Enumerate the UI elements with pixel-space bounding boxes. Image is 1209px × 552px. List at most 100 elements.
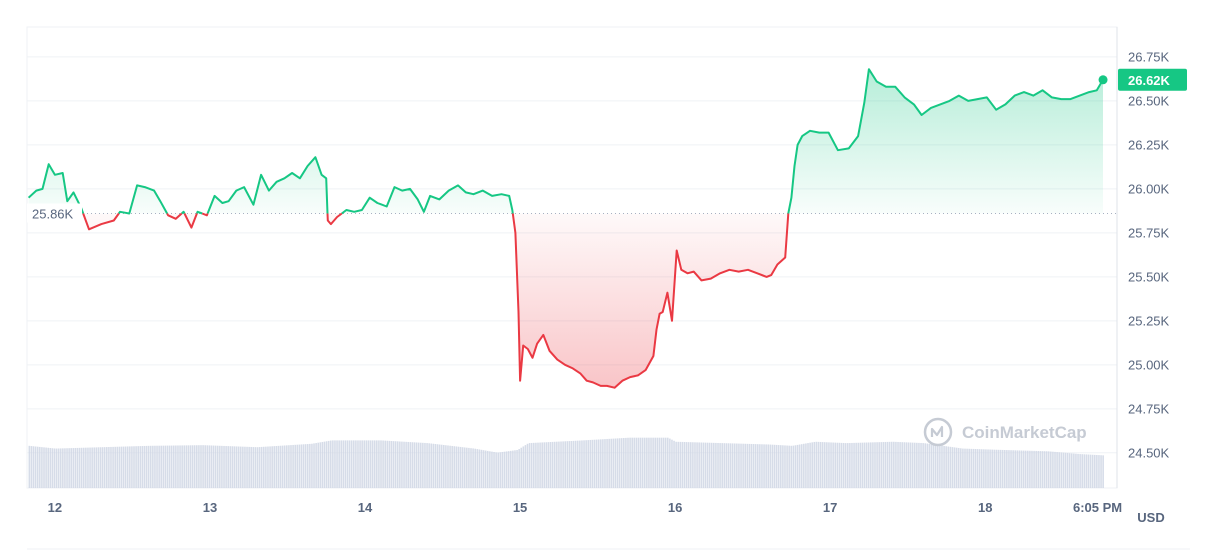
- volume-bar: [928, 443, 931, 488]
- volume-bar: [242, 446, 244, 488]
- volume-bar: [911, 442, 914, 488]
- volume-bar: [656, 437, 659, 488]
- volume-bar: [72, 448, 75, 488]
- volume-bar: [413, 442, 416, 488]
- volume-bar: [455, 446, 458, 488]
- volume-bar: [419, 442, 422, 488]
- volume-bar: [265, 446, 267, 488]
- volume-bar: [1052, 451, 1054, 488]
- volume-bar: [359, 440, 361, 488]
- volume-bar: [468, 447, 470, 488]
- volume-bar: [254, 447, 257, 488]
- volume-bar: [740, 443, 742, 488]
- volume-bar: [187, 445, 190, 488]
- volume-bar: [1091, 454, 1094, 488]
- volume-bar: [999, 449, 1002, 488]
- volume-bar: [685, 442, 688, 488]
- up-line: [341, 184, 514, 215]
- volume-bar: [865, 442, 868, 488]
- volume-bar: [434, 444, 437, 488]
- volume-bar: [872, 442, 874, 488]
- volume-bar: [905, 442, 908, 488]
- up-line: [181, 210, 186, 215]
- volume-bar: [535, 442, 537, 488]
- volume-bar: [158, 445, 160, 488]
- volume-bar: [779, 445, 782, 488]
- volume-bar: [411, 442, 414, 488]
- volume-bar: [570, 440, 573, 488]
- volume-bar: [796, 444, 799, 488]
- volume-bar: [675, 441, 677, 488]
- volume-bar: [589, 439, 592, 488]
- volume-bar: [55, 448, 58, 488]
- volume-bar: [775, 444, 778, 488]
- volume-bar: [1066, 452, 1069, 488]
- volume-bar: [361, 440, 363, 488]
- volume-bar: [637, 437, 640, 488]
- volume-bar: [438, 444, 441, 488]
- volume-bar: [457, 446, 460, 488]
- y-tick-label: 24.50K: [1128, 445, 1170, 460]
- volume-bar: [744, 443, 747, 488]
- volume-bar: [269, 446, 271, 488]
- volume-bar: [666, 437, 669, 488]
- volume-bar: [880, 442, 883, 488]
- volume-bar: [392, 441, 395, 488]
- volume-bar: [449, 445, 451, 488]
- volume-bar: [478, 449, 481, 488]
- volume-bar: [583, 440, 585, 488]
- volume-bar: [206, 445, 209, 488]
- volume-bar: [208, 445, 211, 488]
- down-line: [183, 213, 198, 229]
- volume-bar: [1045, 451, 1048, 488]
- volume-bar: [832, 442, 834, 488]
- volume-bar: [453, 446, 456, 488]
- y-tick-label: 25.00K: [1128, 357, 1170, 372]
- volume-bar: [62, 448, 64, 488]
- volume-bar: [890, 441, 893, 488]
- volume-bar: [719, 443, 721, 488]
- volume-bar: [34, 446, 37, 488]
- volume-bar: [447, 445, 449, 488]
- volume-bar: [1083, 454, 1086, 488]
- volume-bar: [82, 447, 85, 488]
- volume-bar: [112, 446, 114, 488]
- volume-bar: [342, 440, 345, 488]
- volume-bar: [526, 443, 529, 488]
- volume-bar: [591, 439, 594, 488]
- volume-bar: [390, 440, 393, 488]
- volume-bar: [154, 445, 156, 488]
- volume-bar: [501, 451, 504, 488]
- volume-bar: [336, 440, 338, 488]
- volume-bar: [1093, 454, 1096, 488]
- volume-bar: [652, 437, 654, 488]
- volume-bar: [76, 447, 79, 488]
- volume-bar: [70, 448, 73, 488]
- volume-bar: [662, 437, 665, 488]
- volume-bar: [499, 452, 502, 488]
- volume-bar: [769, 444, 772, 488]
- volume-bar: [748, 443, 751, 488]
- volume-bar: [579, 440, 581, 488]
- volume-bar: [198, 445, 200, 488]
- volume-bar: [110, 446, 112, 488]
- down-line: [511, 213, 790, 389]
- volume-bar: [219, 445, 221, 488]
- volume-bar: [597, 439, 600, 488]
- volume-bar: [918, 442, 920, 488]
- volume-bar: [648, 437, 650, 488]
- volume-bar: [1008, 450, 1010, 488]
- volume-bar: [51, 448, 54, 488]
- volume-bar: [189, 445, 192, 488]
- volume-bar: [1062, 452, 1065, 488]
- volume-bar: [541, 442, 543, 488]
- down-line: [201, 212, 209, 217]
- volume-bar: [116, 446, 119, 488]
- volume-bar: [943, 445, 945, 488]
- volume-bar: [821, 442, 824, 488]
- y-tick-label: 26.50K: [1128, 93, 1170, 108]
- volume-bar: [798, 444, 801, 488]
- volume-bar: [844, 443, 847, 488]
- volume-bar: [909, 442, 912, 488]
- up-area: [28, 164, 84, 214]
